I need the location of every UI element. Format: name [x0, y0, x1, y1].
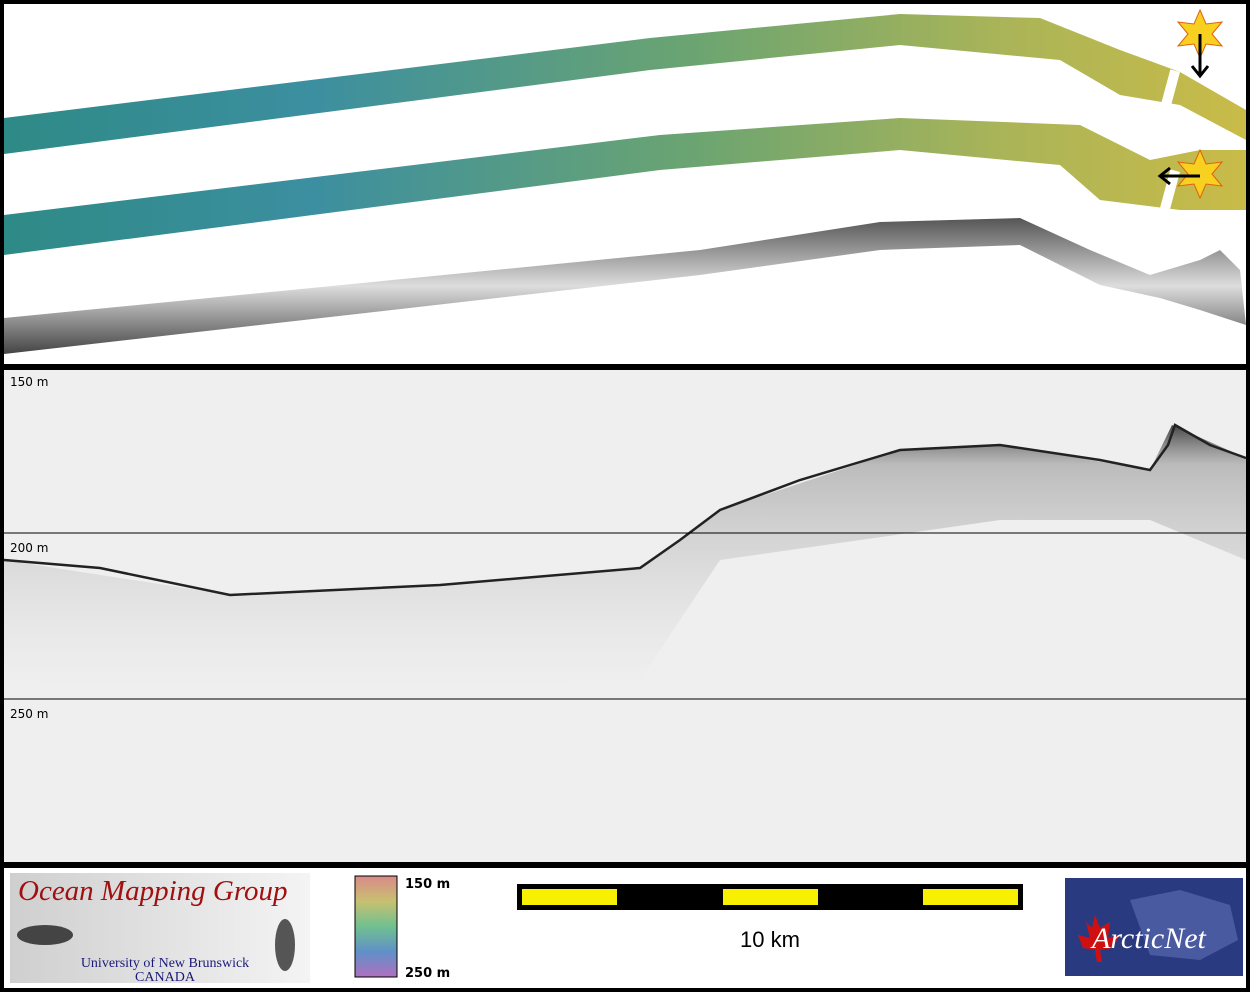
- seabed-line: [3, 423, 1247, 597]
- logo-university: University of New Brunswick: [81, 956, 249, 971]
- logo-graphic: [17, 925, 73, 945]
- colorbar: [354, 875, 398, 978]
- scale-segment: [723, 889, 818, 905]
- arrow-head: [1190, 65, 1210, 79]
- colorbar-top: 150 m: [405, 877, 450, 892]
- gap: [1159, 169, 1181, 211]
- logo-graphic: [275, 919, 295, 971]
- logo-country: CANADA: [135, 970, 196, 985]
- logo-title: Ocean Mapping Group: [18, 875, 288, 907]
- marker-star: [1176, 148, 1224, 200]
- scale-label: 10 km: [740, 927, 800, 952]
- depth-label: 150 m: [10, 375, 48, 389]
- arrow-head: [1157, 166, 1171, 186]
- logo-map: [1130, 890, 1238, 960]
- colorbar-bottom: 250 m: [405, 966, 450, 981]
- echo-scatter: [4, 425, 1246, 690]
- swath-1: [4, 14, 1246, 154]
- maple-leaf: [1078, 915, 1120, 962]
- scale-segment: [923, 889, 1018, 905]
- gap: [1159, 69, 1181, 111]
- depth-label: 200 m: [10, 541, 48, 555]
- scale-segment: [522, 889, 617, 905]
- arcticnet-text: ArcticNet: [1090, 922, 1207, 955]
- depth-label: 250 m: [10, 707, 48, 721]
- swath-2: [4, 118, 1246, 255]
